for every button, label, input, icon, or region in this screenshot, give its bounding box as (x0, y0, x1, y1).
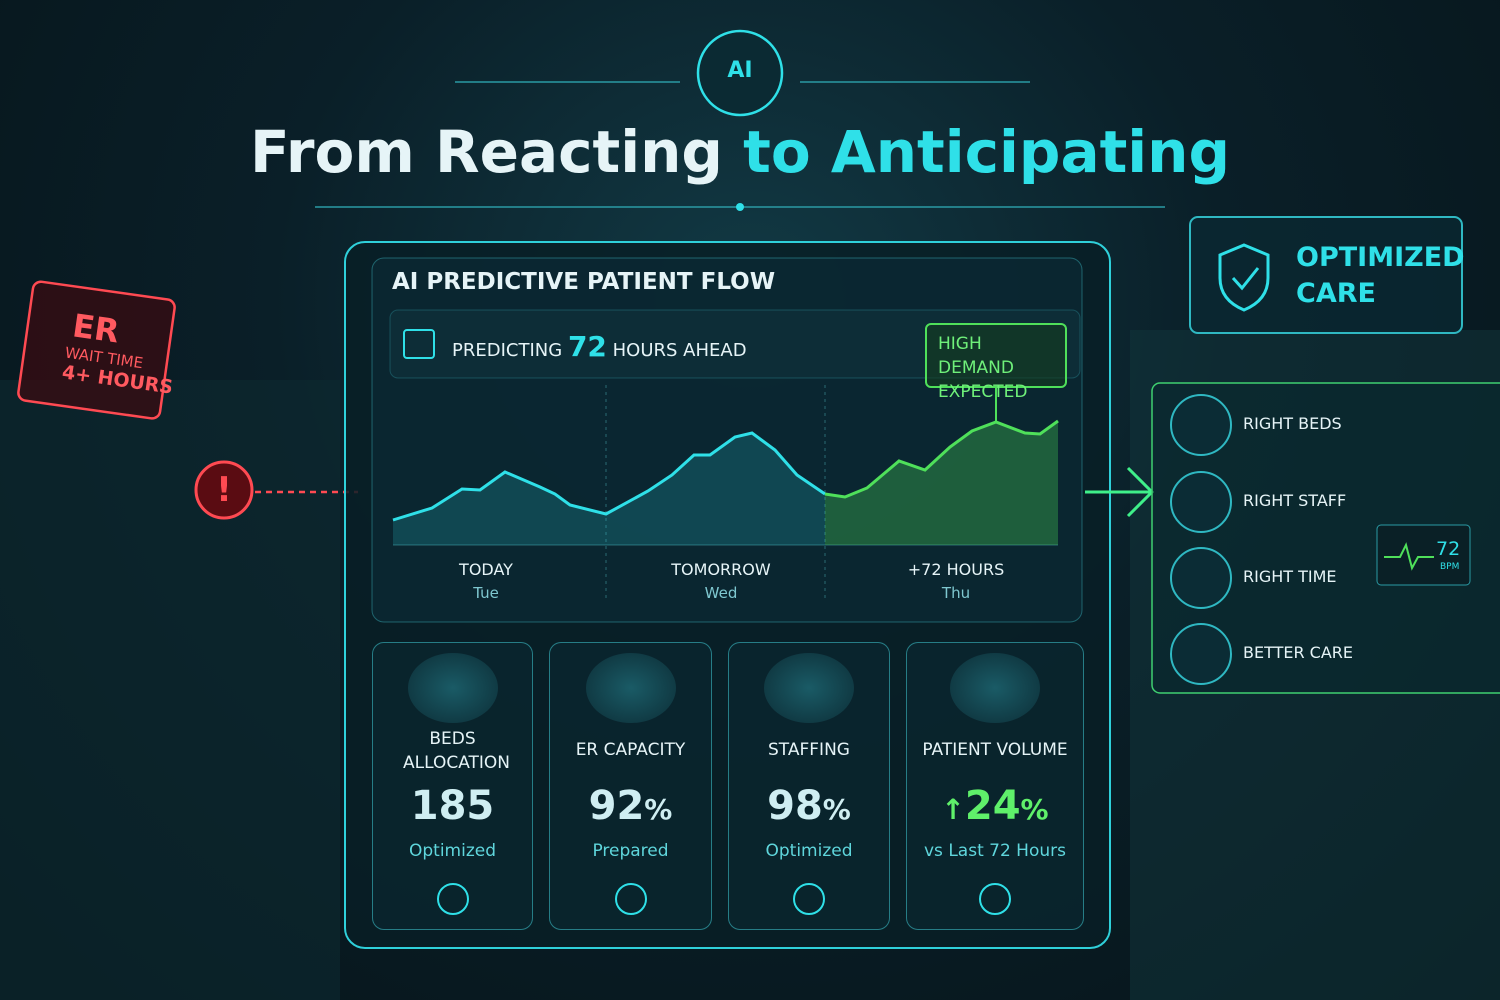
metric-label: STAFFING (768, 740, 850, 760)
metric-label: PATIENT VOLUME (922, 740, 1068, 760)
metric-arrow: ↑ (941, 793, 965, 826)
forecast-heading: PREDICTING 72 HOURS AHEAD (452, 330, 747, 363)
check-icon (979, 883, 1011, 915)
ai-badge: AI (727, 58, 753, 83)
metric-number: 98 (767, 783, 823, 829)
forecast-suffix: HOURS AHEAD (612, 340, 747, 361)
title: From Reacting to Anticipating (0, 118, 1480, 186)
outcome-icon (1170, 623, 1232, 685)
day-label: TOMORROW (671, 560, 771, 579)
metric-value: ↑24% (907, 783, 1083, 829)
metric-icon (407, 653, 498, 723)
outcome-title: OPTIMIZED CARE (1296, 242, 1465, 309)
metric-card: BEDS ALLOCATION 185 Optimized (372, 642, 533, 930)
check-icon (436, 883, 469, 915)
metric-card: STAFFING 98% Optimized (728, 642, 890, 930)
day-name: Tue (473, 584, 499, 602)
check-icon (614, 883, 647, 915)
metric-status: Prepared (592, 841, 669, 861)
metric-number: 185 (410, 783, 495, 829)
day-label: TODAY (459, 560, 513, 579)
metric-unit: % (1020, 793, 1049, 826)
forecast-prefix: PREDICTING (452, 340, 563, 361)
metric-status: vs Last 72 Hours (924, 841, 1066, 861)
outcome-icon (1170, 394, 1232, 456)
metric-unit: % (644, 793, 673, 826)
forecast-hours: 72 (567, 330, 607, 363)
day-name: Thu (941, 584, 971, 602)
metric-number: 24 (964, 783, 1021, 829)
title-end: to Anticipating (743, 118, 1230, 186)
panel-title: AI PREDICTIVE PATIENT FLOW (392, 269, 776, 295)
monitor-unit: BPM (1440, 562, 1460, 572)
metric-value: 98% (729, 783, 889, 829)
metric-number: 92 (588, 783, 645, 829)
metric-icon (950, 653, 1040, 723)
metric-icon (585, 653, 676, 723)
outcome-item: BETTER CARE (1243, 643, 1354, 662)
metric-unit: % (822, 793, 851, 826)
day-name: Wed (704, 584, 738, 602)
metric-icon (764, 653, 854, 723)
metric-label: BEDS ALLOCATION (403, 729, 511, 773)
metric-value: 92% (550, 783, 711, 829)
title-start: From Reacting (249, 118, 723, 186)
monitor-value: 72 (1436, 538, 1461, 560)
metric-value: 185 (373, 783, 532, 829)
metric-card: PATIENT VOLUME ↑24% vs Last 72 Hours (906, 642, 1084, 930)
outcome-item: RIGHT TIME (1243, 567, 1337, 586)
day-label: +72 HOURS (907, 560, 1005, 579)
metric-status: Optimized (408, 841, 497, 861)
outcome-item: RIGHT BEDS (1243, 414, 1342, 433)
callout: HIGH DEMAND EXPECTED (938, 334, 1028, 402)
outcome-icon (1170, 471, 1232, 533)
outcome-item: RIGHT STAFF (1243, 491, 1347, 510)
metric-card: ER CAPACITY 92% Prepared (549, 642, 712, 930)
outcome-icon (1170, 547, 1232, 609)
metric-status: Optimized (765, 841, 853, 861)
alert-icon: ! (216, 470, 232, 510)
metric-label: ER CAPACITY (575, 740, 686, 760)
check-icon (793, 883, 825, 915)
